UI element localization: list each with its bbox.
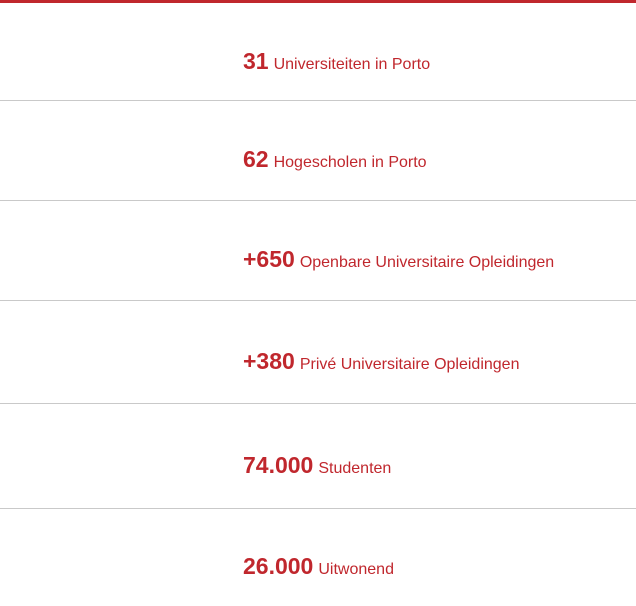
separator <box>0 100 636 101</box>
stat-label: Universiteiten in Porto <box>273 55 431 73</box>
top-rule <box>0 0 636 3</box>
stat-icon <box>40 304 140 394</box>
stat-icon <box>40 512 140 602</box>
stat-label: Hogescholen in Porto <box>273 154 427 171</box>
stat-text: +650 Openbare Universitaire Opleidingen <box>243 246 554 273</box>
stat-text: 74.000 Studenten <box>243 452 391 479</box>
stat-text: 26.000 Uitwonend <box>243 553 394 580</box>
stat-icon <box>40 407 140 497</box>
separator <box>0 200 636 201</box>
stat-label: Studenten <box>318 459 392 477</box>
separator <box>0 508 636 509</box>
stat-row: 26.000 Uitwonend <box>0 508 636 606</box>
stat-number: +650 <box>243 246 295 272</box>
stat-number: 62 <box>243 146 269 172</box>
stat-number: +380 <box>243 347 295 374</box>
stat-row: +650 Openbare Universitaire Opleidingen <box>0 200 636 300</box>
stat-icon <box>40 104 140 194</box>
stat-label: Privé Universitaire Opleidingen <box>299 355 520 373</box>
stat-row: +380 Privé Universitaire Opleidingen <box>0 300 636 403</box>
stat-icon <box>40 7 140 97</box>
stat-text: 62 Hogescholen in Porto <box>243 146 427 173</box>
stat-label: Uitwonend <box>318 561 394 578</box>
stat-row: 31 Universiteiten in Porto <box>0 3 636 100</box>
stat-icon <box>40 204 140 294</box>
stat-number: 31 <box>243 47 269 74</box>
separator <box>0 403 636 404</box>
stat-number: 26.000 <box>243 553 314 579</box>
stat-row: 62 Hogescholen in Porto <box>0 100 636 200</box>
stat-text: +380 Privé Universitaire Opleidingen <box>243 348 519 375</box>
stat-text: 31 Universiteiten in Porto <box>243 48 430 75</box>
stat-row: 74.000 Studenten <box>0 403 636 508</box>
stat-label: Openbare Universitaire Opleidingen <box>299 254 555 271</box>
stat-number: 74.000 <box>243 451 314 478</box>
separator <box>0 300 636 301</box>
